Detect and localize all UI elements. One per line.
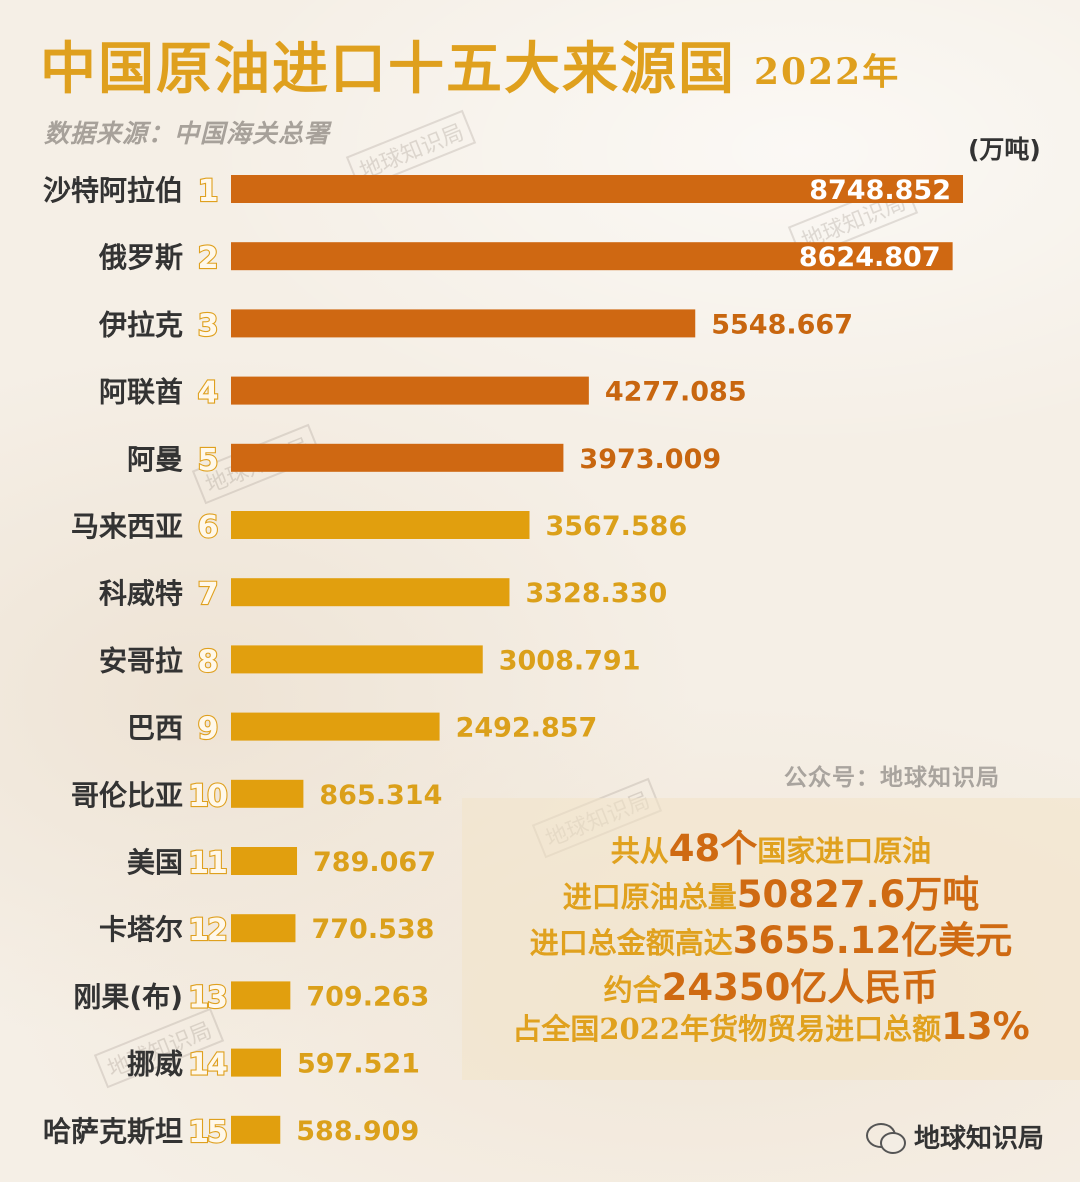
value-label: 8748.852	[809, 175, 951, 206]
rank-label: 8	[198, 644, 218, 679]
rank-label: 6	[198, 510, 218, 545]
value-label: 3973.009	[579, 444, 721, 475]
bar	[231, 175, 963, 203]
value-label: 865.314	[319, 780, 442, 811]
wechat-account: 地球知识局	[866, 1118, 1044, 1155]
value-label: 789.067	[313, 847, 436, 878]
value-label: 4277.085	[605, 377, 747, 408]
category-label: 马来西亚	[71, 510, 183, 543]
bar	[231, 578, 510, 607]
summary-line-1: 共从48个国家进口原油	[610, 827, 932, 870]
bar	[231, 779, 304, 808]
bar	[231, 914, 296, 943]
value-label: 3567.586	[545, 511, 687, 542]
summary-box	[462, 798, 1080, 1080]
wechat-icon	[866, 1121, 906, 1154]
bar	[231, 376, 589, 405]
value-label: 770.538	[311, 914, 434, 945]
rank-label: 15	[188, 1115, 226, 1150]
category-label: 哈萨克斯坦	[43, 1115, 183, 1148]
value-label: 3328.330	[525, 578, 667, 609]
summary-line-2: 进口原油总量50827.6万吨	[562, 873, 980, 916]
category-label: 卡塔尔	[99, 913, 183, 946]
category-label: 巴西	[127, 712, 183, 745]
value-label: 8624.807	[799, 242, 941, 273]
bar	[231, 1115, 281, 1144]
account-credit: 公众号：地球知识局	[784, 765, 1000, 791]
category-label: 挪威	[127, 1048, 183, 1081]
rank-label: 12	[188, 913, 226, 948]
category-label: 阿曼	[127, 443, 183, 476]
bar	[231, 847, 298, 875]
wechat-account-name: 地球知识局	[914, 1124, 1045, 1154]
value-label: 3008.791	[499, 645, 641, 676]
rank-label: 5	[198, 443, 217, 478]
category-label: 哥伦比亚	[71, 779, 183, 812]
bar	[231, 1048, 281, 1077]
value-label: 5548.667	[711, 309, 853, 340]
rank-label: 3	[198, 308, 217, 343]
rank-label: 14	[188, 1048, 227, 1083]
value-label: 2492.857	[456, 713, 598, 744]
rank-label: 1	[198, 174, 217, 209]
bar	[231, 309, 696, 338]
category-label: 安哥拉	[99, 644, 183, 677]
summary-line-5: 占全国2022年货物贸易进口总额13%	[512, 1005, 1030, 1048]
category-label: 美国	[127, 846, 183, 879]
bar	[231, 242, 953, 271]
rank-label: 9	[198, 712, 217, 747]
rank-label: 4	[198, 376, 218, 411]
data-source: 数据来源：中国海关总署	[44, 119, 331, 148]
value-label: 588.909	[296, 1116, 419, 1147]
value-label: 597.521	[297, 1049, 420, 1080]
category-label: 俄罗斯	[98, 241, 183, 274]
rank-label: 11	[188, 846, 226, 881]
category-label: 阿联酋	[99, 376, 183, 409]
bar	[231, 981, 291, 1010]
rank-label: 13	[188, 980, 226, 1015]
chart-year: 2022年	[754, 51, 901, 93]
bar	[231, 712, 440, 741]
bar	[231, 511, 530, 539]
unit-label: (万吨)	[968, 135, 1041, 164]
summary-line-4: 约合24350亿人民币	[603, 966, 939, 1009]
category-label: 沙特阿拉伯	[43, 174, 183, 207]
category-label: 科威特	[99, 577, 183, 610]
rank-label: 10	[188, 779, 227, 814]
value-label: 709.263	[306, 981, 429, 1012]
summary-line-3: 进口总金额高达3655.12亿美元	[529, 919, 1013, 962]
bar	[231, 443, 564, 472]
category-label: 刚果(布)	[73, 980, 183, 1013]
bar	[231, 645, 483, 674]
rank-label: 7	[198, 577, 217, 612]
chart-title: 中国原油进口十五大来源国 2022年	[40, 36, 901, 102]
rank-label: 2	[198, 241, 217, 276]
category-label: 伊拉克	[98, 308, 183, 341]
